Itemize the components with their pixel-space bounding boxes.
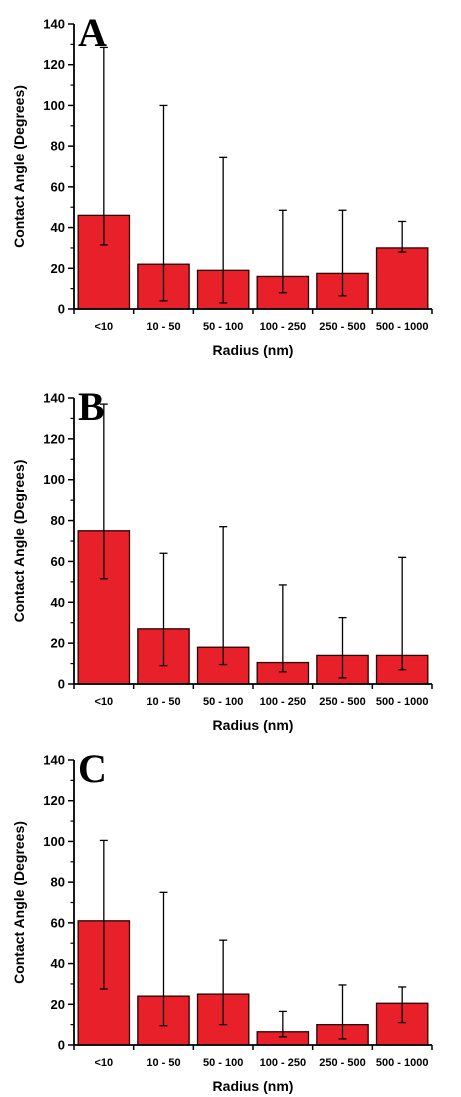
y-tick-label: 20: [51, 261, 65, 276]
y-tick-label: 120: [43, 57, 65, 72]
y-tick-label: 60: [51, 915, 65, 930]
y-axis-label: Contact Angle (Degrees): [11, 821, 27, 984]
x-tick-label: 10 - 50: [146, 321, 180, 333]
y-tick-label: 0: [58, 677, 65, 692]
x-tick-label: 10 - 50: [146, 696, 180, 708]
x-tick-label: 100 - 250: [260, 696, 306, 708]
y-tick-label: 0: [58, 302, 65, 317]
y-tick-label: 80: [51, 139, 65, 154]
x-tick-label: 250 - 500: [319, 1057, 365, 1069]
x-tick-label: 250 - 500: [319, 696, 365, 708]
y-tick-label: 80: [51, 875, 65, 890]
y-tick-label: 100: [43, 834, 65, 849]
y-tick-label: 140: [43, 17, 65, 32]
chart-panel-a: 0 20 40 60 80 100 120 140 <10 10 - 50 50 - 100 100 …: [11, 10, 433, 358]
x-tick-label: 50 - 100: [203, 696, 243, 708]
x-tick-label: 50 - 100: [203, 1057, 243, 1069]
x-tick-label: <10: [94, 1057, 113, 1069]
y-tick-label: 20: [51, 636, 65, 651]
x-tick-label: 250 - 500: [319, 321, 365, 333]
y-tick-label: 0: [58, 1038, 65, 1053]
x-tick-label: 50 - 100: [203, 321, 243, 333]
x-tick-label: 100 - 250: [260, 1057, 306, 1069]
x-tick-label: 500 - 1000: [376, 696, 429, 708]
x-tick-label: 500 - 1000: [376, 321, 429, 333]
y-tick-label: 140: [43, 391, 65, 406]
x-tick-label: 10 - 50: [146, 1057, 180, 1069]
panel-label: B: [78, 384, 105, 429]
x-axis-label: Radius (nm): [213, 342, 294, 358]
y-tick-label: 60: [51, 554, 65, 569]
panel-label: C: [78, 746, 107, 791]
y-axis-label: Contact Angle (Degrees): [11, 85, 27, 248]
y-tick-label: 40: [51, 220, 65, 235]
y-tick-label: 120: [43, 431, 65, 446]
chart-panel-b: 0 20 40 60 80 100 120 140 <10 10 - 50 50 - 100 100 …: [11, 384, 433, 733]
y-tick-label: 120: [43, 793, 65, 808]
x-tick-label: <10: [94, 321, 113, 333]
y-tick-label: 80: [51, 513, 65, 528]
y-tick-label: 140: [43, 753, 65, 768]
x-tick-label: <10: [94, 696, 113, 708]
y-tick-label: 60: [51, 179, 65, 194]
chart-panel-c: 0 20 40 60 80 100 120 140 <10 10 - 50 50 - 100 100 …: [11, 746, 433, 1094]
x-tick-label: 500 - 1000: [376, 1057, 429, 1069]
y-tick-label: 40: [51, 956, 65, 971]
bar: [375, 247, 429, 310]
y-axis-label: Contact Angle (Degrees): [11, 460, 27, 623]
y-tick-label: 100: [43, 472, 65, 487]
panel-label: A: [78, 10, 107, 55]
y-tick-label: 20: [51, 997, 65, 1012]
y-tick-label: 100: [43, 98, 65, 113]
x-axis-label: Radius (nm): [213, 717, 294, 733]
y-tick-label: 40: [51, 595, 65, 610]
x-tick-label: 100 - 250: [260, 321, 306, 333]
x-axis-label: Radius (nm): [213, 1078, 294, 1094]
